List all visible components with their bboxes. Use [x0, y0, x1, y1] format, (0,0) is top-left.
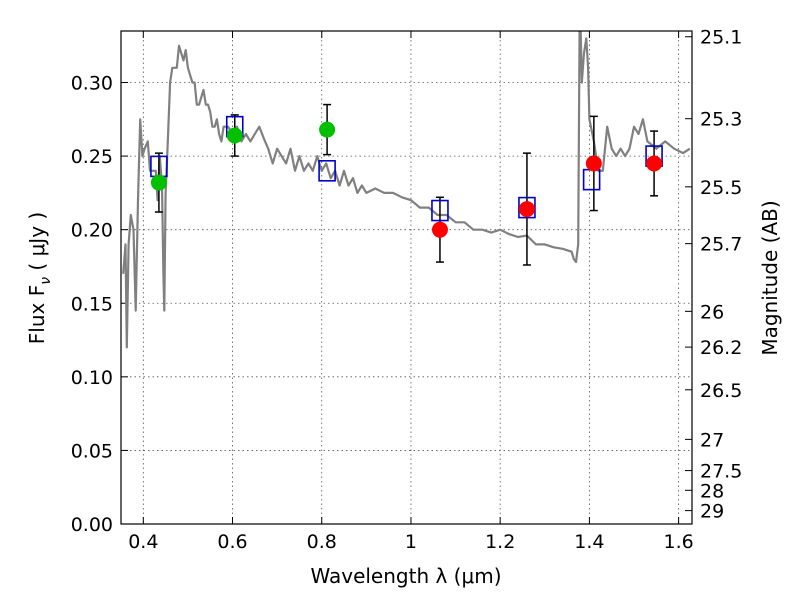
x-axis-label: Wavelength λ (μm): [310, 564, 501, 588]
right-tick-label: 27.5: [700, 461, 742, 483]
x-tick-label: 1.2: [485, 531, 515, 553]
right-tick-label: 25.5: [700, 177, 742, 199]
observed-photometry-point: [226, 127, 243, 144]
x-tick-label: 1.4: [574, 531, 604, 553]
x-tick-label: 1: [405, 531, 417, 553]
observed-photometry-point: [431, 221, 448, 238]
y-tick-label: 0.30: [71, 73, 113, 95]
x-tick-label: 0.6: [217, 531, 247, 553]
observed-photometry-point: [319, 121, 336, 138]
y-axis-left-label-unit: ( μJy ): [25, 212, 49, 271]
plot-frame: [120, 30, 693, 525]
y-tick-label: 0.20: [71, 220, 113, 242]
y-axis-left-label-main: Flux F: [25, 285, 49, 344]
y-tick-label: 0.25: [71, 146, 113, 168]
y-tick-label: 0.00: [71, 514, 113, 536]
right-tick-label: 27: [700, 429, 724, 451]
y-tick-label: 0.15: [71, 293, 113, 315]
observed-photometry-point: [585, 155, 602, 172]
right-tick-label: 26.2: [700, 337, 742, 359]
y-tick-label: 0.10: [71, 367, 113, 389]
model-spectrum-line: [122, 31, 691, 349]
plot-area: [122, 31, 691, 349]
right-tick-label: 25.7: [700, 234, 742, 256]
right-tick-label: 29: [700, 501, 724, 523]
model-photometry-square: [431, 199, 449, 222]
right-tick-label: 28: [700, 480, 724, 502]
y-axis-right-label: Magnitude (AB): [758, 200, 782, 355]
x-tick-label: 0.8: [307, 531, 337, 553]
model-photometry-square: [518, 196, 536, 219]
svg-text:Flux Fν ( μJy ): Flux Fν ( μJy ): [25, 212, 54, 344]
y-tick-label: 0.05: [71, 440, 113, 462]
right-tick-label: 25.1: [700, 27, 742, 49]
right-tick-label: 26.5: [700, 380, 742, 402]
observed-photometry-point: [646, 155, 663, 172]
y-axis-left-label: Flux Fν ( μJy ): [25, 212, 54, 344]
grid-lines: [121, 31, 692, 525]
observed-photometry-point: [518, 201, 535, 218]
axis-ticks: 0.4 0.6 0.8 1 1.2 1.4 1.6 0.00 0.05 0.10 0.15 0.20 0…: [71, 27, 743, 553]
right-tick-label: 26: [700, 301, 724, 323]
observed-photometry-point: [150, 174, 167, 191]
model-photometry-square: [318, 160, 336, 182]
x-tick-label: 1.6: [664, 531, 694, 553]
right-tick-label: 25.3: [700, 109, 742, 131]
y-axis-left-label-subscript: ν: [38, 277, 54, 285]
x-tick-label: 0.4: [128, 531, 158, 553]
plot-background: [121, 31, 692, 524]
